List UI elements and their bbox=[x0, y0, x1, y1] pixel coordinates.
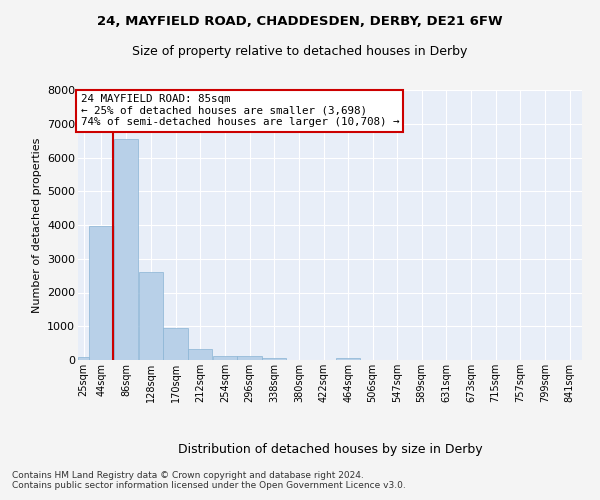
Bar bbox=[139, 272, 163, 360]
Text: 24, MAYFIELD ROAD, CHADDESDEN, DERBY, DE21 6FW: 24, MAYFIELD ROAD, CHADDESDEN, DERBY, DE… bbox=[97, 15, 503, 28]
Bar bbox=[212, 356, 237, 360]
Bar bbox=[238, 356, 262, 360]
Y-axis label: Number of detached properties: Number of detached properties bbox=[32, 138, 41, 312]
Bar bbox=[262, 358, 286, 360]
Bar bbox=[89, 226, 113, 360]
Bar bbox=[188, 349, 212, 360]
Text: Distribution of detached houses by size in Derby: Distribution of detached houses by size … bbox=[178, 444, 482, 456]
Text: Size of property relative to detached houses in Derby: Size of property relative to detached ho… bbox=[133, 45, 467, 58]
Bar bbox=[336, 358, 361, 360]
Text: Contains HM Land Registry data © Crown copyright and database right 2024.
Contai: Contains HM Land Registry data © Crown c… bbox=[12, 470, 406, 490]
Text: 24 MAYFIELD ROAD: 85sqm
← 25% of detached houses are smaller (3,698)
74% of semi: 24 MAYFIELD ROAD: 85sqm ← 25% of detache… bbox=[80, 94, 399, 127]
Bar bbox=[78, 358, 89, 360]
Bar bbox=[163, 328, 188, 360]
Bar bbox=[114, 138, 139, 360]
